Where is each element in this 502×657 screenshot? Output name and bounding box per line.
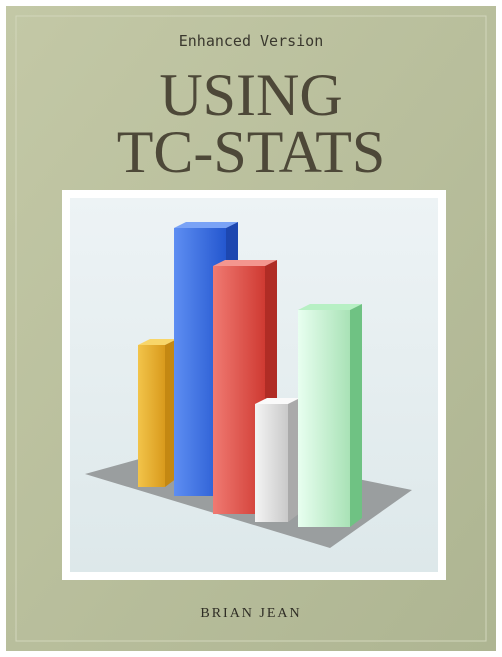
title-line: TC-STATS xyxy=(117,119,386,185)
author: BRIAN JEAN xyxy=(200,606,301,621)
subtitle: Enhanced Version xyxy=(179,32,324,50)
title-line: USING xyxy=(159,62,342,128)
cover-frame xyxy=(15,15,487,642)
bar-illustration xyxy=(85,222,412,548)
